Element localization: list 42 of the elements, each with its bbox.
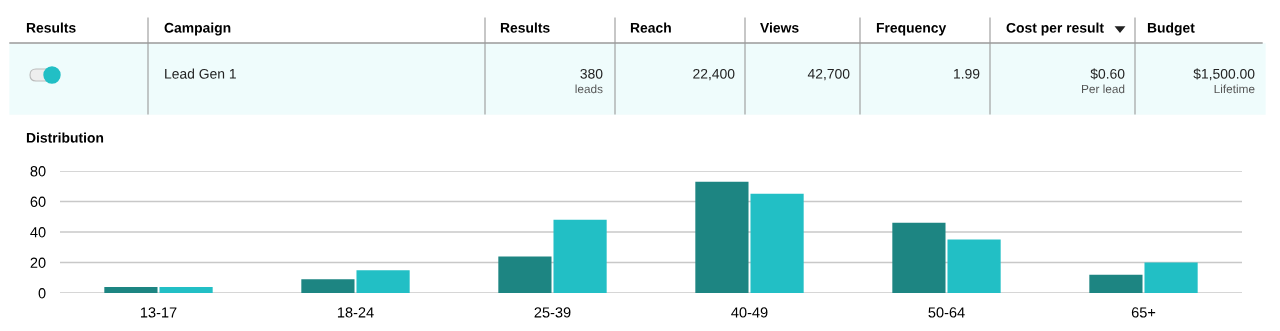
category-label: Frequency: [876, 23, 947, 36]
category-label: Results: [500, 22, 550, 33]
text: Lifetime: [1214, 84, 1255, 94]
text: 380: [580, 68, 603, 79]
y-tick-label: 0: [38, 288, 46, 299]
text: 22,400: [693, 68, 735, 81]
text: $1,500.00: [1193, 68, 1255, 81]
x-tick-label: 18-24: [337, 307, 374, 318]
category-label: Cost per result: [1006, 22, 1104, 36]
bar: [301, 279, 355, 293]
bar: [1144, 262, 1198, 293]
y-tick-label: 80: [30, 166, 46, 177]
bar: [356, 270, 410, 293]
x-tick-label: 40-49: [731, 307, 768, 318]
text: Per lead: [1082, 84, 1125, 94]
bar: [892, 222, 946, 293]
x-tick-label: 65+: [1131, 307, 1156, 318]
chart-title: Distribution: [26, 132, 104, 143]
bar: [695, 181, 749, 293]
text: Lead Gen 1: [165, 68, 236, 79]
bar: [947, 239, 1001, 293]
x-tick-label: 50-64: [928, 307, 965, 318]
x-tick-label: 13-17: [140, 307, 177, 318]
bar: [750, 193, 804, 293]
x-tick-label: 25-39: [534, 307, 571, 318]
bar: [1089, 274, 1143, 293]
category-label: Results: [26, 22, 76, 33]
text: 42,700: [807, 68, 850, 81]
bar: [553, 219, 607, 293]
y-tick-label: 60: [30, 196, 46, 207]
text: leads: [575, 84, 603, 94]
bar: [498, 256, 552, 293]
category-label: Reach: [630, 22, 671, 33]
y-tick-label: 20: [30, 257, 46, 268]
bar: [104, 286, 158, 293]
text: 1.99: [954, 68, 980, 79]
category-label: Budget: [1147, 22, 1195, 36]
text: $0.60: [1090, 68, 1125, 80]
bar: [159, 286, 213, 293]
category-label: Views: [760, 22, 799, 33]
category-label: Campaign: [164, 22, 231, 36]
y-tick-label: 40: [30, 227, 46, 238]
